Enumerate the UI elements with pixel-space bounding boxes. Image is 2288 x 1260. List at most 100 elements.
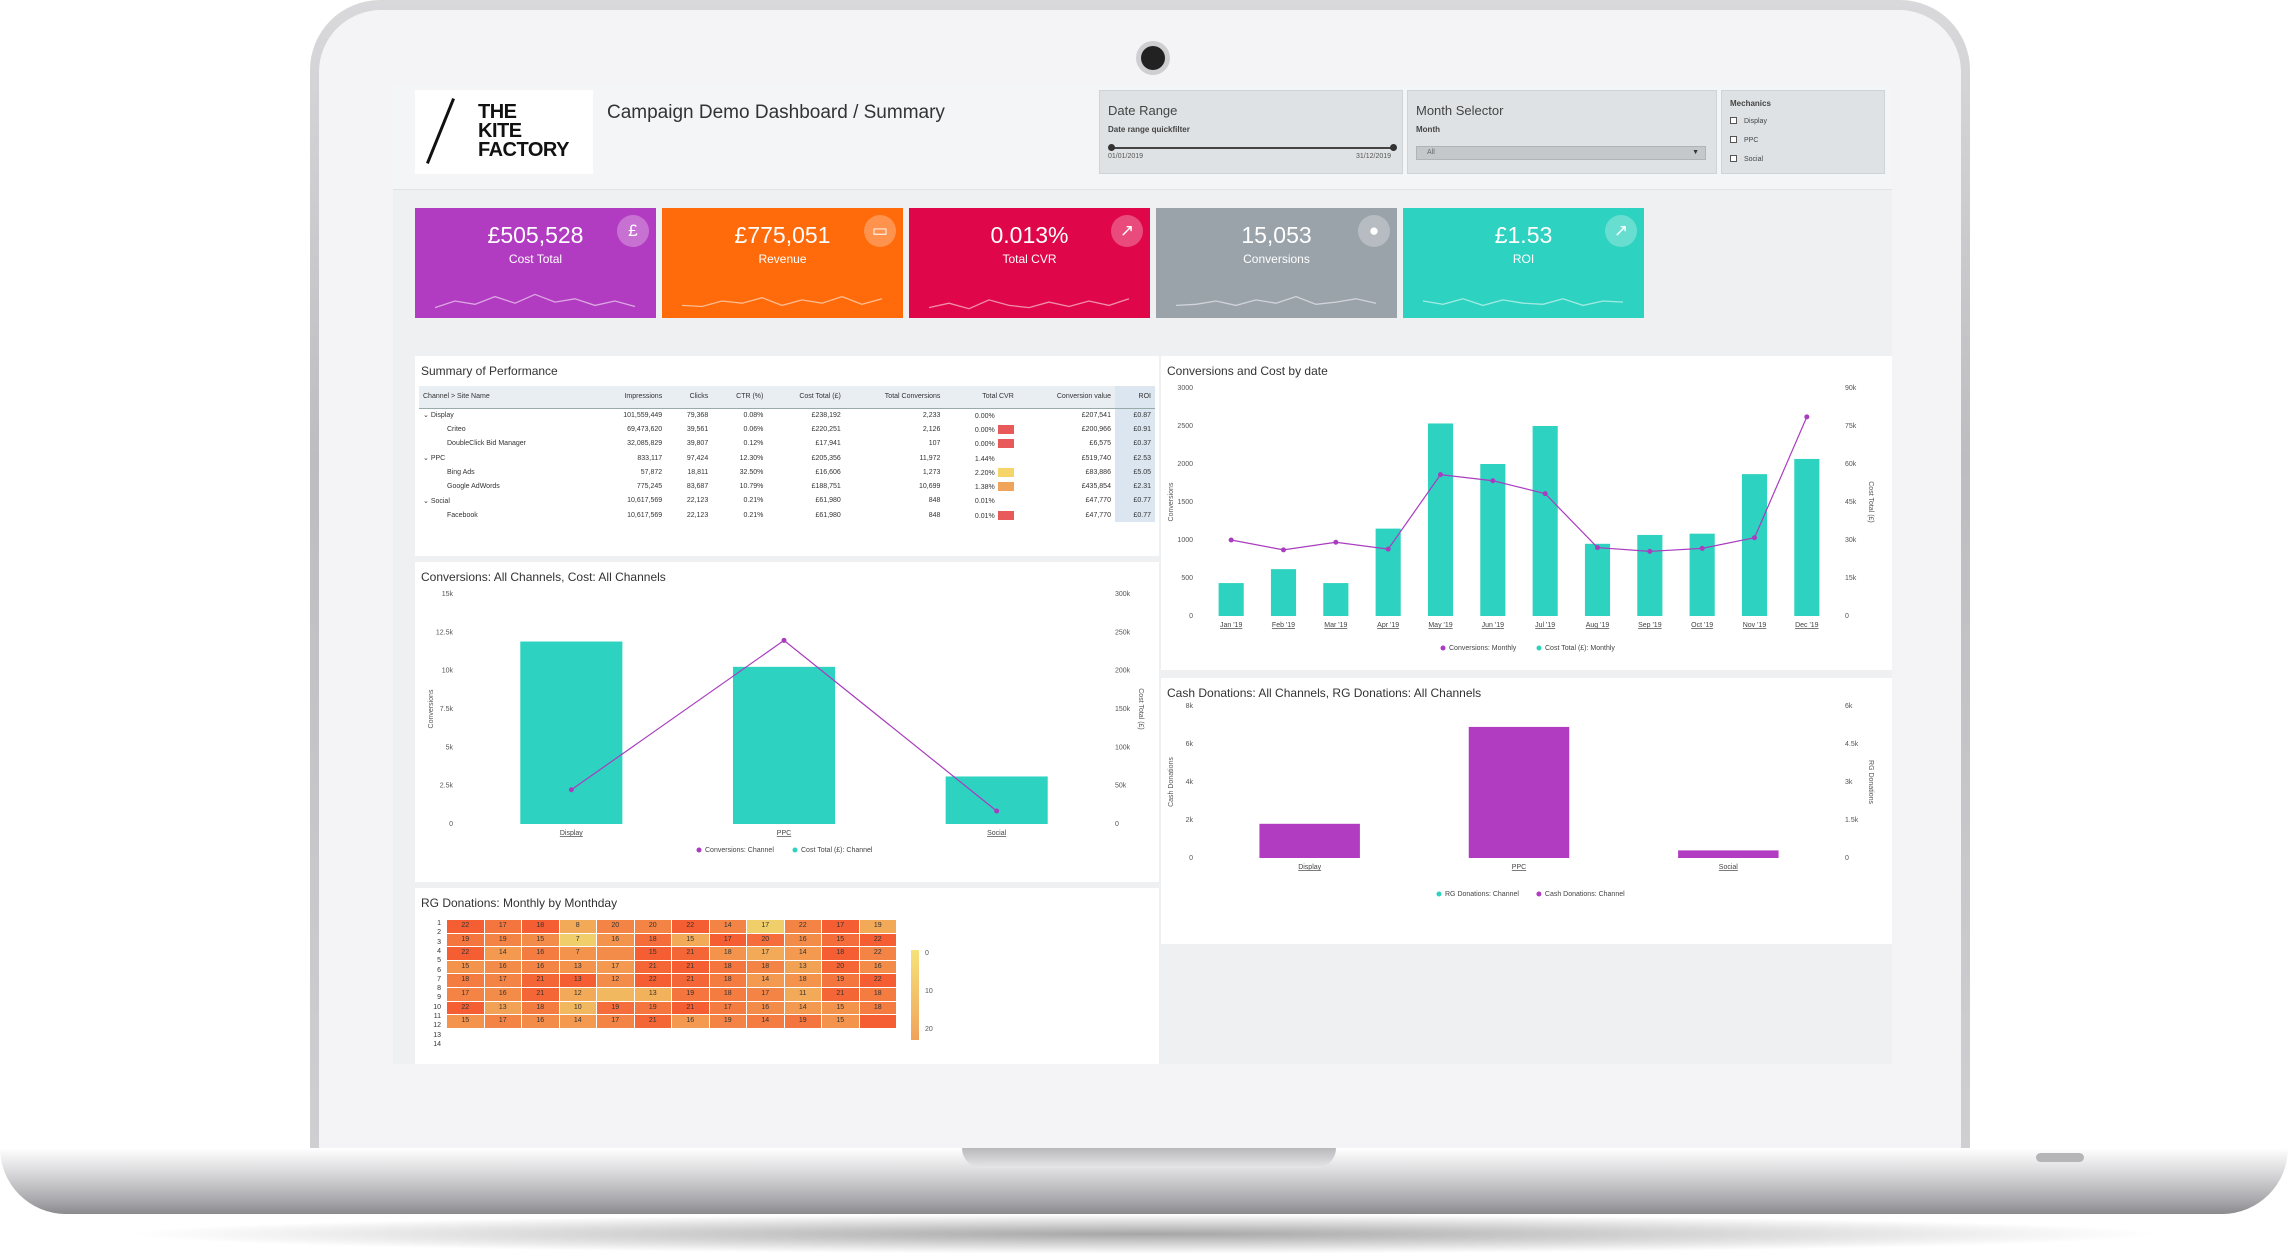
heatmap-cell[interactable]: 14 (747, 1015, 784, 1028)
heatmap-cell[interactable]: 18 (709, 974, 746, 987)
heatmap-cell[interactable]: 15 (447, 1015, 484, 1028)
summary-header[interactable]: Channel > Site Name (419, 386, 593, 409)
heatmap-cell[interactable]: 14 (559, 1015, 596, 1028)
heatmap-cell[interactable]: 15 (634, 947, 671, 960)
x-tick-label[interactable]: Social (987, 830, 1007, 837)
heatmap-cell[interactable]: 16 (522, 947, 559, 960)
heatmap-cell[interactable]: 21 (672, 960, 709, 974)
heatmap-cell[interactable]: 21 (672, 974, 709, 987)
bar-may-19[interactable] (1427, 423, 1454, 616)
kite-factory-logo[interactable]: THE KITE FACTORY (415, 90, 593, 174)
heatmap-cell[interactable]: 21 (634, 1015, 671, 1028)
heatmap-cell[interactable]: 13 (784, 960, 821, 974)
heatmap-cell[interactable]: 14 (484, 947, 521, 960)
heatmap-cell[interactable]: 15 (447, 960, 484, 974)
x-tick-label[interactable]: Display (560, 830, 583, 837)
heatmap-cell[interactable]: 11 (784, 988, 821, 1001)
heatmap-cell[interactable]: 17 (447, 988, 484, 1001)
x-tick-label[interactable]: Dec '19 (1795, 622, 1819, 629)
line-point[interactable] (1490, 478, 1496, 484)
date-range-end-handle[interactable] (1390, 144, 1397, 151)
heatmap-cell[interactable]: 17 (822, 920, 859, 933)
bar-apr-19[interactable] (1375, 528, 1401, 616)
heatmap-cell[interactable]: 22 (634, 974, 671, 987)
heatmap-cell[interactable]: 18 (709, 988, 746, 1001)
heatmap-cell[interactable]: 17 (597, 960, 634, 974)
table-row[interactable]: Facebook 10,617,569 22,123 0.21% £61,980 848 0… (419, 508, 1155, 523)
summary-header[interactable]: Total CVR (944, 386, 1018, 409)
table-row[interactable]: ⌄ Display 101,559,449 79,368 0.08% £238,192 2… (419, 408, 1155, 423)
heatmap-cell[interactable]: 14 (747, 974, 784, 987)
month-selector-filter[interactable]: Month Selector Month All ▼ (1407, 90, 1717, 174)
heatmap-cell[interactable]: 22 (672, 920, 709, 933)
heatmap-cell[interactable]: 22 (859, 933, 896, 947)
x-tick-label[interactable]: Jul '19 (1535, 622, 1555, 629)
x-tick-label[interactable]: Oct '19 (1691, 622, 1713, 629)
summary-header[interactable]: Conversion value (1017, 386, 1115, 409)
heatmap-cell[interactable]: 16 (784, 933, 821, 947)
table-row[interactable]: ⌄ Social 10,617,569 22,123 0.21% £61,980 848 0… (419, 493, 1155, 509)
kpi-conversions[interactable]: 15,053 Conversions ● (1156, 208, 1397, 318)
heatmap-cell[interactable]: 19 (709, 1015, 746, 1028)
mechanic-social-checkbox[interactable]: Social (1730, 155, 1763, 163)
heatmap-cell[interactable]: 16 (522, 1015, 559, 1028)
heatmap-cell[interactable]: 14 (784, 947, 821, 960)
heatmap-cell[interactable]: 17 (747, 920, 784, 933)
bar-display[interactable] (1259, 823, 1360, 858)
mechanic-ppc-checkbox[interactable]: PPC (1730, 136, 1758, 144)
kpi-roi[interactable]: £1.53 ROI ↗ (1403, 208, 1644, 318)
heatmap-cell[interactable]: 18 (709, 960, 746, 974)
legend-label[interactable]: Conversions: Channel (705, 847, 774, 854)
heatmap-cell[interactable]: 19 (597, 1001, 634, 1015)
heatmap-cell[interactable]: 21 (634, 960, 671, 974)
heatmap-cell[interactable]: 22 (859, 974, 896, 987)
summary-header[interactable]: Total Conversions (844, 386, 945, 409)
heatmap-cell[interactable]: 18 (859, 988, 896, 1001)
bar-sep-19[interactable] (1637, 534, 1663, 616)
heatmap-cell[interactable]: 14 (709, 920, 746, 933)
heatmap-cell[interactable]: 13 (559, 960, 596, 974)
table-row[interactable]: ⌄ PPC 833,117 97,424 12.30% £205,356 11,972 1.… (419, 450, 1155, 466)
heatmap-cell[interactable]: 22 (447, 920, 484, 933)
heatmap-cell[interactable]: 13 (559, 974, 596, 987)
heatmap-cell[interactable]: 12 (559, 988, 596, 1001)
heatmap-cell[interactable]: 15 (672, 933, 709, 947)
bar-display[interactable] (520, 641, 623, 824)
line-point[interactable] (1595, 545, 1600, 551)
line-point[interactable] (1333, 539, 1339, 545)
bar-ppc[interactable] (1468, 726, 1570, 858)
x-tick-label[interactable]: Sep '19 (1638, 622, 1662, 629)
x-tick-label[interactable]: Aug '19 (1586, 622, 1610, 629)
date-range-start-handle[interactable] (1108, 144, 1115, 151)
heatmap-cell[interactable]: 21 (822, 988, 859, 1001)
heatmap-cell[interactable]: 18 (822, 947, 859, 960)
heatmap-cell[interactable]: 12 (597, 974, 634, 987)
x-tick-label[interactable]: PPC (1512, 864, 1526, 871)
heatmap-cell[interactable]: 17 (747, 988, 784, 1001)
month-select[interactable]: All ▼ (1416, 146, 1706, 160)
heatmap-cell[interactable]: 19 (484, 933, 521, 947)
legend-label[interactable]: RG Donations: Channel (1445, 891, 1519, 898)
heatmap-cell[interactable]: 10 (559, 1001, 596, 1015)
heatmap-cell[interactable]: 20 (634, 920, 671, 933)
heatmap-cell[interactable] (859, 1015, 896, 1028)
heatmap-cell[interactable]: 16 (484, 988, 521, 1001)
line-point[interactable] (994, 808, 1000, 814)
heatmap-cell[interactable]: 21 (672, 947, 709, 960)
heatmap-cell[interactable]: 7 (559, 947, 596, 960)
x-tick-label[interactable]: Jun '19 (1482, 622, 1504, 629)
bar-jan-19[interactable] (1218, 583, 1244, 616)
bar-nov-19[interactable] (1741, 474, 1768, 616)
heatmap-cell[interactable]: 17 (484, 920, 521, 933)
x-tick-label[interactable]: PPC (777, 830, 791, 837)
heatmap-cell[interactable]: 19 (447, 933, 484, 947)
date-range-track[interactable] (1110, 147, 1396, 149)
heatmap-cell[interactable]: 15 (822, 1015, 859, 1028)
heatmap-cell[interactable]: 22 (784, 920, 821, 933)
heatmap-cell[interactable]: 18 (859, 1001, 896, 1015)
legend-label[interactable]: Conversions: Monthly (1449, 645, 1517, 652)
bar-mar-19[interactable] (1323, 583, 1349, 616)
summary-header[interactable]: ROI (1114, 386, 1155, 409)
line-point[interactable] (1647, 548, 1653, 554)
heatmap-cell[interactable]: 15 (822, 1001, 859, 1015)
